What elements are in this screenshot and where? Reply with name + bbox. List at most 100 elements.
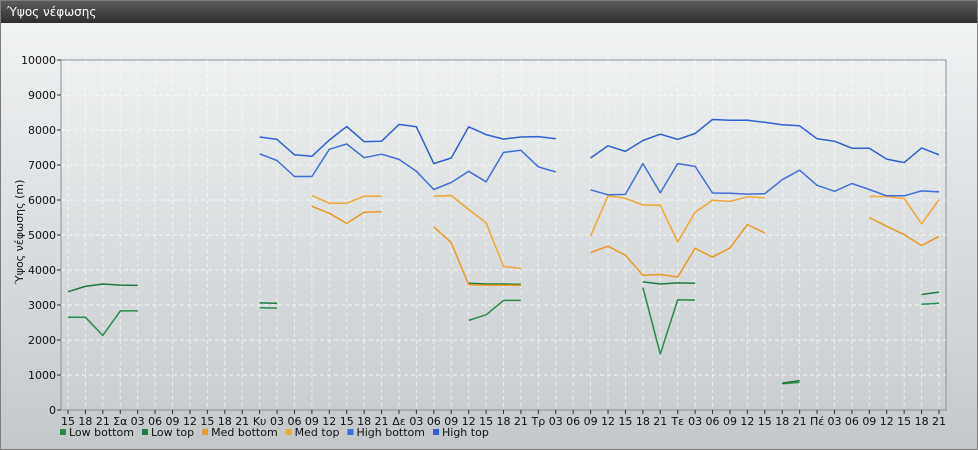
y-tick-label: 10000	[21, 54, 56, 67]
x-tick-label: 09	[584, 415, 598, 428]
legend: Low bottom Low top Med bottom Med top High b…	[60, 426, 489, 439]
x-tick-label: Σα	[113, 415, 127, 428]
x-tick-label: 12	[601, 415, 615, 428]
series-line-med-bottom	[311, 205, 382, 225]
x-tick-label: 09	[444, 415, 458, 428]
x-tick-label: 21	[793, 415, 807, 428]
legend-swatch	[433, 429, 439, 435]
series-line-med-bottom	[433, 226, 521, 287]
y-tick-label: 3000	[28, 299, 56, 312]
x-tick-label: 03	[131, 415, 145, 428]
legend-swatch	[347, 429, 354, 435]
series-lines	[67, 118, 940, 385]
series-line-low-top	[468, 282, 521, 286]
y-tick-label: 4000	[28, 264, 56, 277]
x-tick-label: 15	[200, 415, 214, 428]
x-tick-label: 21	[235, 415, 249, 428]
series-line-high-bottom	[590, 162, 940, 197]
x-tick-label: 15	[758, 415, 772, 428]
series-line-low-bottom	[468, 299, 521, 322]
y-tick-label: 8000	[28, 124, 56, 137]
x-tick-label: 21	[932, 415, 946, 428]
window-title: Ύψος νέφωσης	[1, 1, 977, 23]
y-axis: 0 1000 2000 3000 4000 5000 6000 7000 8000 9000 100…	[21, 54, 61, 417]
series-line-med-top	[869, 195, 940, 225]
series-line-high-bottom	[259, 143, 557, 191]
x-tick-label: 12	[880, 415, 894, 428]
series-line-med-bottom	[590, 223, 766, 278]
legend-label: Med top	[295, 426, 340, 439]
y-tick-label: 6000	[28, 194, 56, 207]
series-line-high-top	[259, 123, 556, 165]
x-tick-label: 03	[827, 415, 841, 428]
series-line-low-bottom	[782, 381, 800, 385]
x-tick-label: Τρ	[530, 415, 545, 428]
x-tick-label: 03	[549, 415, 563, 428]
series-line-med-top	[433, 194, 521, 270]
x-tick-label: 21	[375, 415, 389, 428]
y-tick-label: 9000	[28, 89, 56, 102]
series-line-med-top	[311, 194, 382, 204]
x-tick-label: 06	[427, 415, 441, 428]
series-line-med-bottom	[868, 216, 940, 247]
legend-label: Low bottom	[69, 426, 134, 439]
legend-label: High bottom	[356, 426, 425, 439]
x-tick-label: 18	[915, 415, 929, 428]
series-line-low-top	[67, 283, 138, 293]
x-tick-label: 12	[322, 415, 336, 428]
y-axis-label: Ύψος νέφωσης (m)	[13, 180, 26, 286]
grid-lines	[61, 60, 946, 410]
x-tick-label: 09	[305, 415, 319, 428]
x-tick-label: 06	[706, 415, 720, 428]
x-tick-label: 18	[218, 415, 232, 428]
series-line-low-top	[782, 379, 800, 384]
x-tick-label: 09	[723, 415, 737, 428]
x-tick-label: Δε	[392, 415, 406, 428]
x-tick-label: 18	[357, 415, 371, 428]
x-tick-label: 15	[61, 415, 75, 428]
x-tick-label: 18	[775, 415, 789, 428]
series-line-high-top	[590, 118, 940, 164]
x-tick-label: 06	[287, 415, 301, 428]
x-tick-label: Πέ	[810, 415, 824, 428]
y-tick-label: 5000	[28, 229, 56, 242]
legend-swatch	[60, 429, 66, 435]
series-line-low-top	[642, 281, 696, 285]
series-line-low-top	[921, 291, 940, 296]
y-tick-label: 1000	[28, 369, 56, 382]
legend-label: High top	[442, 426, 489, 439]
legend-swatch	[141, 429, 148, 435]
series-line-med-top	[589, 195, 765, 243]
x-tick-label: 18	[497, 415, 511, 428]
x-tick-label: 21	[653, 415, 667, 428]
x-tick-label: 12	[462, 415, 476, 428]
x-tick-label: 03	[270, 415, 284, 428]
series-line-low-bottom	[921, 302, 940, 306]
x-axis: 15 18 21 Σα 03 06 09 12 15 18 21 Κυ 03 06 09 12 15 18 21 Δε…	[61, 410, 946, 428]
x-tick-label: Τε	[670, 415, 684, 428]
x-tick-label: 09	[862, 415, 876, 428]
x-tick-label: 15	[618, 415, 632, 428]
x-tick-label: 15	[897, 415, 911, 428]
x-tick-label: 06	[148, 415, 162, 428]
x-tick-label: 03	[409, 415, 423, 428]
x-tick-label: 18	[78, 415, 92, 428]
legend-label: Low top	[151, 426, 194, 439]
legend-swatch	[202, 429, 209, 435]
x-tick-label: 15	[479, 415, 493, 428]
legend-swatch	[285, 429, 292, 435]
x-tick-label: 12	[740, 415, 754, 428]
x-tick-label: 03	[688, 415, 702, 428]
x-tick-label: 09	[166, 415, 180, 428]
y-tick-label: 0	[49, 404, 56, 417]
x-tick-label: 18	[636, 415, 650, 428]
x-tick-label: 12	[183, 415, 197, 428]
y-tick-label: 2000	[28, 334, 56, 347]
x-tick-label: 06	[566, 415, 580, 428]
x-tick-label: 21	[96, 415, 110, 428]
x-tick-label: 15	[340, 415, 354, 428]
series-line-low-bottom	[642, 287, 696, 355]
series-line-low-bottom	[68, 310, 138, 337]
legend-label: Med bottom	[211, 426, 278, 439]
x-tick-label: 21	[514, 415, 528, 428]
